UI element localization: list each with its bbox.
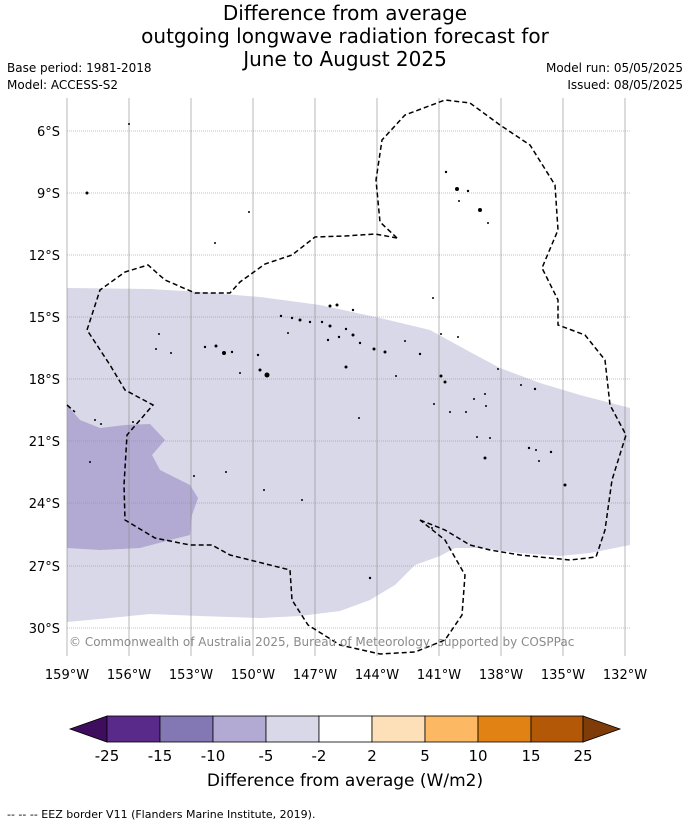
grid-lines [66, 98, 630, 656]
colorbar-swatch [371, 715, 426, 743]
lon-label: 141°W [417, 668, 461, 683]
lat-label: 6°S [37, 125, 60, 140]
meta-left: Base period: 1981-2018 Model: ACCESS-S2 [7, 60, 152, 94]
eez-border-west [66, 404, 76, 413]
colorbar-tick: -5 [259, 747, 274, 765]
colorbar-ticks: -25 -15 -10 -5 -2 2 5 10 15 25 [95, 747, 593, 765]
colorbar-swatch [159, 715, 214, 743]
eez-legend-footer: -- -- -- EEZ border V11 (Flanders Marine… [7, 808, 316, 821]
colorbar-tick: -25 [95, 747, 120, 765]
lat-label: 21°S [29, 435, 60, 450]
colorbar-swatch [318, 715, 373, 743]
lat-label: 12°S [29, 249, 60, 264]
base-period: Base period: 1981-2018 [7, 61, 152, 75]
lat-label: 9°S [37, 187, 60, 202]
issued-date: Issued: 08/05/2025 [567, 78, 683, 92]
copyright-notice: © Commonwealth of Australia 2025, Bureau… [69, 635, 574, 649]
title-line-2: outgoing longwave radiation forecast for [141, 24, 549, 48]
colorbar-swatch [212, 715, 267, 743]
eez-border-cook [86, 233, 466, 655]
model-name: Model: ACCESS-S2 [7, 78, 119, 92]
colorbar-title: Difference from average (W/m2) [206, 771, 484, 791]
lon-label: 153°W [169, 668, 213, 683]
title-line-1: Difference from average [222, 1, 468, 25]
lon-axis: 159°W 156°W 153°W 150°W 147°W 144°W 141°… [45, 668, 647, 683]
lon-label: 144°W [355, 668, 399, 683]
colorbar-tick: 10 [468, 747, 487, 765]
lat-label: 24°S [29, 497, 60, 512]
eez-borders [66, 99, 627, 655]
colorbar-tick: 25 [573, 747, 592, 765]
meta-right: Model run: 05/05/2025 Issued: 08/05/2025 [546, 60, 683, 94]
lon-label: 147°W [293, 668, 337, 683]
lon-label: 135°W [541, 668, 585, 683]
colorbar-swatch [530, 715, 584, 743]
lat-label: 15°S [29, 311, 60, 326]
lon-label: 156°W [107, 668, 151, 683]
title-line-3: June to August 2025 [243, 47, 447, 71]
colorbar-swatch [424, 715, 479, 743]
colorbar-tick: -15 [148, 747, 173, 765]
colorbar-arrow-low [68, 715, 108, 743]
colorbar-tick: 5 [420, 747, 430, 765]
islands [85, 123, 567, 580]
model-run: Model run: 05/05/2025 [545, 61, 683, 75]
colorbar-arrow-high [582, 715, 622, 743]
colorbar [68, 715, 622, 743]
colorbar-swatch [106, 715, 161, 743]
eez-border-polynesia [375, 99, 627, 561]
lat-label: 27°S [29, 560, 60, 575]
anomaly-region-light [67, 288, 630, 622]
lon-label: 138°W [479, 668, 523, 683]
colorbar-tick: 15 [521, 747, 540, 765]
lon-label: 150°W [231, 668, 275, 683]
colorbar-tick: -2 [312, 747, 327, 765]
lat-axis: 6°S 9°S 12°S 15°S 18°S 21°S 24°S 27°S 30… [29, 125, 60, 637]
lat-label: 30°S [29, 622, 60, 637]
colorbar-swatch [265, 715, 320, 743]
colorbar-tick: -10 [201, 747, 226, 765]
colorbar-tick: 2 [367, 747, 377, 765]
map-title: Difference from average outgoing longwav… [0, 2, 690, 71]
lon-label: 132°W [603, 668, 647, 683]
lon-label: 159°W [45, 668, 89, 683]
colorbar-swatch [477, 715, 532, 743]
lat-label: 18°S [29, 373, 60, 388]
